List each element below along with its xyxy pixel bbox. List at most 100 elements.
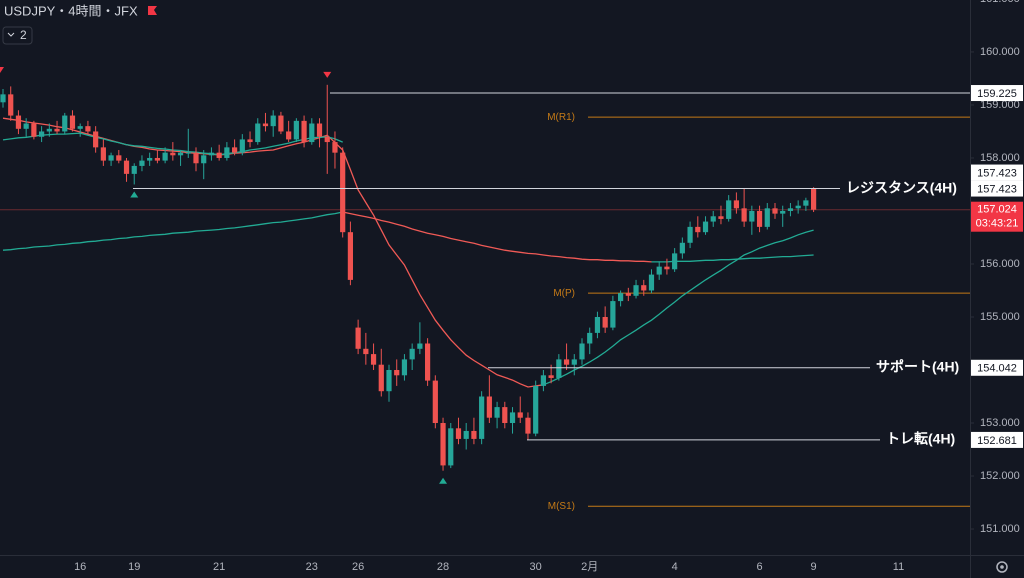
candle-body [548,375,554,378]
candle-body [378,364,384,392]
candle-body [710,216,716,222]
candle-body [224,147,230,158]
candle-body [340,152,346,233]
indicator-toggle[interactable] [2,26,33,45]
y-tick-label: 158.000 [980,152,1020,164]
candle-body [556,359,562,378]
pivot-marker [439,477,448,484]
y-tick-label: 160.000 [980,46,1020,58]
level-label: トレ転(4H) [886,431,955,447]
candle-body [417,343,423,349]
candle-body [363,348,369,355]
candle-body [293,120,299,140]
candle-body [8,94,14,116]
candle-body [193,152,199,164]
x-tick-label: 16 [74,561,86,573]
candle-body [394,370,400,376]
level-label: レジスタンス(4H) [846,179,957,195]
candle-body [502,407,508,424]
x-tick-label: 28 [437,561,449,573]
candle-body [355,327,361,349]
candle-body [525,417,531,434]
current-price-tag [971,201,1023,232]
settings-icon[interactable] [996,561,1008,573]
x-tick-label: 26 [352,561,364,573]
candle-body [185,152,191,154]
candle-body [664,266,670,270]
flag-icon[interactable] [148,6,157,15]
candle-body [347,232,353,280]
x-tick-label: 30 [530,561,542,573]
candle-body [571,359,577,365]
candle-body [154,157,160,161]
candle-body [479,396,485,439]
chevron-icon [7,32,15,37]
x-tick-label: 4 [672,561,678,573]
moving-average [2,211,343,251]
candle-body [216,152,222,158]
candle-body [147,157,153,161]
candle-body [316,123,323,137]
candle-body [177,152,184,156]
candle-body [301,120,307,143]
candle-body [386,370,392,392]
candle-body [440,423,446,466]
candle-body [587,332,593,344]
price-tag-label: 157.423 [977,183,1017,195]
y-tick-label: 156.000 [980,258,1020,270]
candle-body [93,131,99,148]
x-tick-label: 6 [756,561,762,573]
candle-body [46,128,52,132]
indicator-count: 2 [20,28,27,42]
candle-body [803,200,809,206]
candle-body [679,242,685,254]
y-tick-label: 152.000 [980,470,1020,482]
candle-body [262,123,269,127]
candle-body [286,131,292,140]
candle-body [62,115,68,132]
pivot-label: M(S1) [548,501,575,512]
candle-body [517,412,523,418]
candle-body [811,188,817,210]
candle-body [455,428,462,439]
y-tick-label: 151.000 [980,523,1020,535]
moving-average [543,229,814,386]
candle-body [756,210,763,227]
symbol-title: USDJPY・4時間・JFX [4,3,138,18]
candle-body [100,147,106,161]
candle-body [370,354,377,365]
candle-body [509,412,516,424]
candle-body [733,200,739,209]
candle-body [625,293,631,296]
candle-body [85,126,91,132]
price-tag [971,431,1023,448]
candle-body [278,115,284,132]
candle-body [69,115,76,129]
candle-body [494,407,500,418]
moving-average [342,211,652,263]
candle-body [201,155,207,164]
candle-body [641,285,647,291]
candle-body [533,385,539,434]
price-tag [971,85,1023,102]
x-tick-label: 21 [213,561,225,573]
candle-body [633,285,639,296]
candle-body [108,155,114,161]
candle-body [764,208,770,227]
candle-body [131,165,137,174]
candle-body [123,160,130,174]
candle-body [486,396,492,418]
candle-body [409,348,415,360]
moving-average [651,254,814,263]
x-tick-label: 9 [811,561,817,573]
candle-body [772,208,778,214]
candle-body [594,316,601,333]
x-tick-label: 19 [128,561,140,573]
candle-body [401,359,408,376]
candle-body [618,293,624,302]
candle-body [270,115,276,127]
pivot-marker [130,191,139,198]
